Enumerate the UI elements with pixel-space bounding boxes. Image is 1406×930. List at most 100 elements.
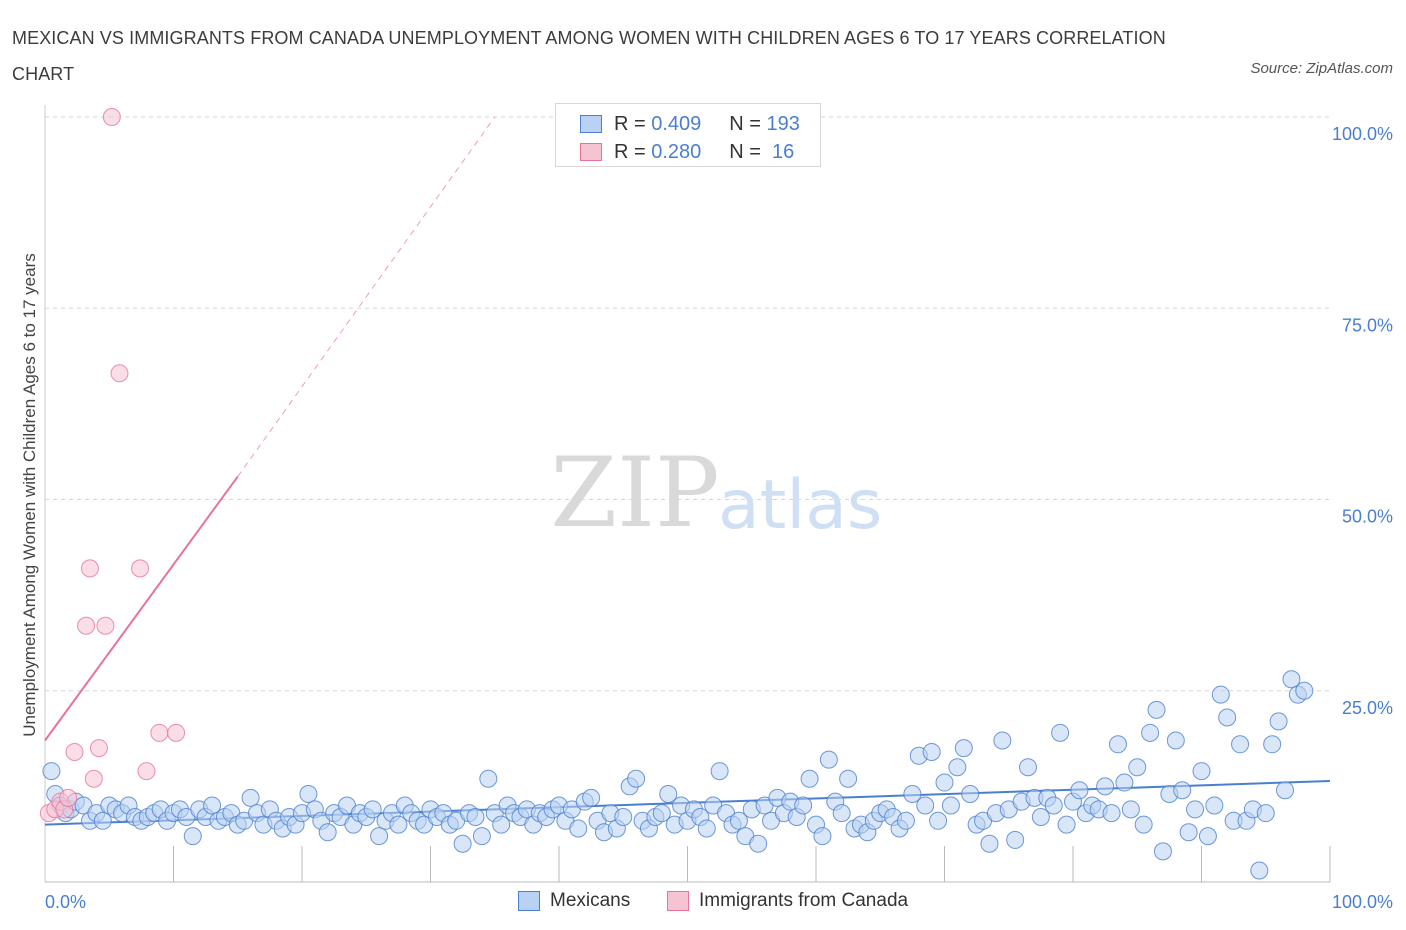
legend-row-canada: R = 0.280 N = 16 — [580, 140, 794, 164]
canada-point — [96, 616, 115, 635]
mexicans-point — [614, 807, 633, 826]
legend-r-label: R = — [614, 112, 652, 135]
correlation-legend: R = 0.409 N = 193 R = 0.280 N = 16 — [555, 103, 821, 167]
mexicans-point — [1295, 681, 1314, 700]
mexicans-point — [1205, 796, 1224, 815]
series-legend-mexicans[interactable]: Mexicans — [518, 890, 630, 912]
mexicans-point — [1166, 731, 1185, 750]
mexicans-point — [954, 739, 973, 758]
mexicans-point — [1019, 758, 1038, 777]
mexicans-point — [1141, 723, 1160, 742]
canada-point — [102, 108, 121, 126]
mexicans-point — [993, 731, 1012, 750]
mexicans-point — [492, 815, 511, 834]
mexicans-point — [839, 769, 858, 788]
series-legend-label: Immigrants from Canada — [699, 890, 909, 911]
watermark-atlas: atlas — [718, 466, 882, 545]
mexicans-point — [1218, 708, 1237, 727]
mexicans-point — [729, 811, 748, 830]
mexicans-point — [1128, 758, 1147, 777]
axes: 25.0% 50.0% 75.0% 100.0% 0.0% 100.0% — [44, 105, 1393, 912]
mexicans-point — [241, 788, 260, 807]
mexicans-point — [980, 834, 999, 853]
mexicans-point — [466, 807, 485, 826]
mexicans-point — [42, 762, 61, 781]
grid-lines — [45, 116, 1330, 692]
mexicans-point — [453, 834, 472, 853]
legend-n-value: 16 — [766, 140, 795, 163]
mexicans-point — [896, 811, 915, 830]
mexicans-point — [813, 827, 832, 846]
source-note: Source: ZipAtlas.com — [1250, 60, 1393, 77]
mexicans-point — [922, 742, 941, 761]
series-swatch-pink — [667, 891, 689, 911]
mexicans-point — [1096, 777, 1115, 796]
mexicans-point — [1153, 842, 1172, 861]
mexicans-point — [363, 800, 382, 819]
legend-r-value: 0.280 — [651, 140, 702, 163]
canada-point — [137, 762, 156, 781]
mexicans-point — [1269, 712, 1288, 731]
mexicans-point — [1031, 807, 1050, 826]
mexicans-point — [299, 785, 318, 804]
mexicans-point — [935, 773, 954, 792]
canada-point — [84, 769, 103, 788]
mexicans-point — [652, 804, 671, 823]
mexicans-point — [1121, 800, 1140, 819]
mexicans-point — [370, 827, 389, 846]
mexicans-point — [903, 785, 922, 804]
mexicans-point — [916, 796, 935, 815]
legend-n-label: N = — [729, 112, 767, 135]
mexicans-point — [472, 827, 491, 846]
canada-point — [80, 559, 99, 578]
mexicans-point — [627, 769, 646, 788]
mexicans-point — [1147, 700, 1166, 719]
legend-r-value: 0.409 — [651, 112, 702, 135]
mexicans-point — [961, 785, 980, 804]
mexicans-point — [659, 785, 678, 804]
watermark-zip: ZIP — [550, 437, 719, 549]
mexicans-point — [479, 769, 498, 788]
mexicans-point — [1179, 823, 1198, 842]
legend-n-label: N = — [729, 140, 767, 163]
chart-title: MEXICAN VS IMMIGRANTS FROM CANADA UNEMPL… — [12, 28, 1166, 84]
mexicans-point — [1006, 830, 1025, 849]
mexicans-point — [941, 796, 960, 815]
mexicans-point — [1134, 815, 1153, 834]
canada-point — [77, 616, 96, 635]
y-tick-label: 25.0% — [1342, 698, 1393, 718]
canada-point — [167, 723, 186, 742]
mexicans-point — [832, 804, 851, 823]
mexicans-point — [1263, 735, 1282, 754]
legend-swatch-blue — [580, 115, 602, 133]
series-legend: Mexicans Immigrants from Canada — [0, 890, 1406, 914]
mexicans-point — [697, 819, 716, 838]
series-swatch-blue — [518, 891, 540, 911]
mexicans-point — [749, 834, 768, 853]
mexicans-point — [93, 811, 112, 830]
mexicans-point — [800, 769, 819, 788]
mexicans-point — [1173, 781, 1192, 800]
mexicans-point — [1115, 773, 1134, 792]
mexicans-point — [1282, 670, 1301, 689]
x-tick-label-max: 100.0% — [1332, 892, 1393, 912]
mexicans-point — [1186, 800, 1205, 819]
canada-point — [59, 788, 78, 807]
mexicans-point — [183, 827, 202, 846]
canada-point — [89, 739, 108, 758]
canada-point — [110, 364, 129, 383]
x-tick-label-min: 0.0% — [45, 892, 86, 912]
mexicans-point — [929, 811, 948, 830]
canada-trend-line — [44, 475, 239, 742]
legend-swatch-pink — [580, 143, 602, 161]
legend-row-mexicans: R = 0.409 N = 193 — [580, 112, 800, 136]
mexicans-point — [819, 750, 838, 769]
series-legend-label: Mexicans — [550, 890, 631, 911]
y-tick-label: 75.0% — [1342, 315, 1393, 335]
canada-point — [65, 742, 84, 761]
mexicans-point — [948, 758, 967, 777]
mexicans-point — [1057, 815, 1076, 834]
series-legend-canada[interactable]: Immigrants from Canada — [667, 890, 908, 912]
canada-point — [131, 559, 150, 578]
mexicans-point — [1070, 781, 1089, 800]
